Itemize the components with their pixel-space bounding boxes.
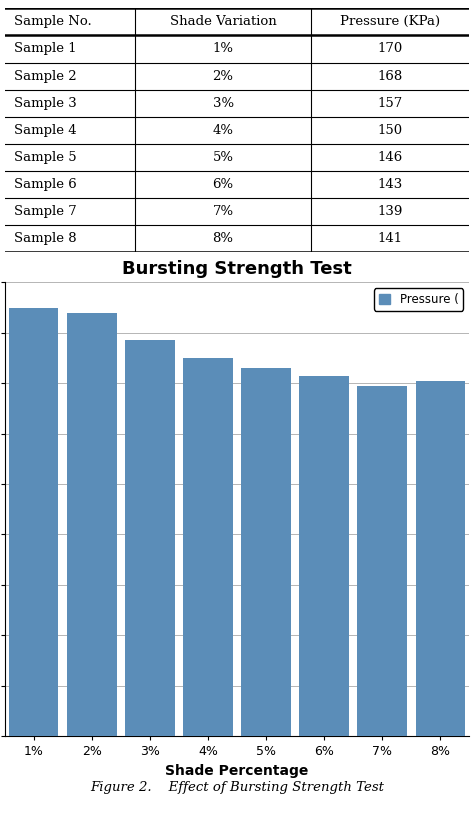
- Title: Bursting Strength Test: Bursting Strength Test: [122, 260, 352, 278]
- Text: 146: 146: [378, 151, 403, 164]
- Text: 1%: 1%: [212, 43, 234, 55]
- Bar: [9, 307, 58, 736]
- Text: 141: 141: [378, 233, 403, 246]
- Bar: [67, 312, 117, 736]
- Text: 7%: 7%: [212, 206, 234, 219]
- Text: Sample 2: Sample 2: [14, 70, 77, 82]
- Text: 139: 139: [378, 206, 403, 219]
- Text: Sample 3: Sample 3: [14, 97, 77, 109]
- Text: Pressure (KPa): Pressure (KPa): [340, 16, 440, 28]
- Text: 143: 143: [378, 178, 403, 192]
- Text: Sample 5: Sample 5: [14, 151, 77, 164]
- Text: 8%: 8%: [212, 233, 234, 246]
- Text: Sample 6: Sample 6: [14, 178, 77, 192]
- Text: Sample 4: Sample 4: [14, 124, 77, 136]
- Text: Sample No.: Sample No.: [14, 16, 92, 28]
- Text: Sample 7: Sample 7: [14, 206, 77, 219]
- Legend: Pressure (: Pressure (: [374, 289, 464, 311]
- Text: 157: 157: [378, 97, 403, 109]
- Text: Sample 1: Sample 1: [14, 43, 77, 55]
- Text: 150: 150: [378, 124, 403, 136]
- Bar: [183, 358, 233, 736]
- Text: Sample 8: Sample 8: [14, 233, 77, 246]
- Bar: [125, 340, 174, 736]
- Text: 6%: 6%: [212, 178, 234, 192]
- Text: Shade Variation: Shade Variation: [170, 16, 276, 28]
- X-axis label: Shade Percentage: Shade Percentage: [165, 764, 309, 778]
- Text: 4%: 4%: [212, 124, 234, 136]
- Bar: [300, 376, 349, 736]
- Text: 170: 170: [378, 43, 403, 55]
- Text: 5%: 5%: [212, 151, 234, 164]
- Bar: [241, 368, 291, 736]
- Text: 2%: 2%: [212, 70, 234, 82]
- Bar: [416, 381, 465, 736]
- Text: 3%: 3%: [212, 97, 234, 109]
- Bar: [357, 386, 407, 736]
- Text: Figure 2.    Effect of Bursting Strength Test: Figure 2. Effect of Bursting Strength Te…: [90, 781, 384, 794]
- Text: 168: 168: [378, 70, 403, 82]
